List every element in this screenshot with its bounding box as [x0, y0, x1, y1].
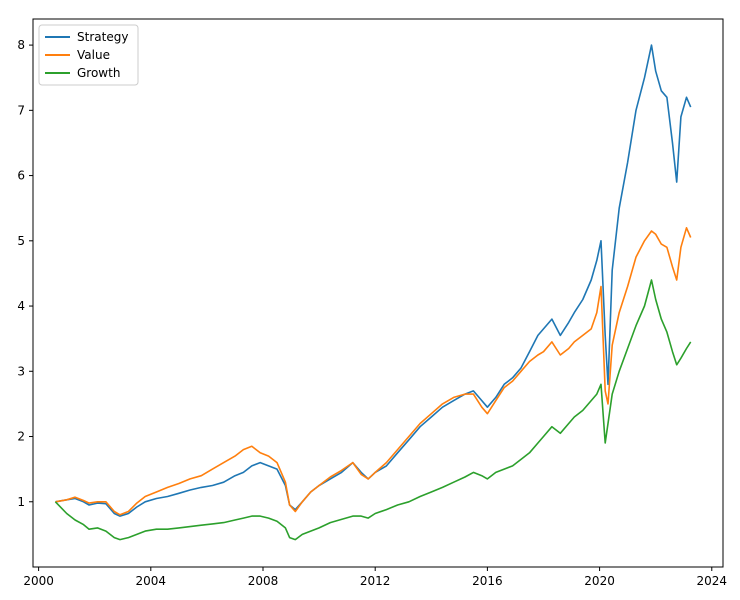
- legend-box: [38, 24, 139, 86]
- legend-entry-growth: Growth: [45, 66, 120, 80]
- series-line-strategy: [55, 44, 692, 517]
- x-tick-label: 2008: [248, 574, 279, 588]
- legend-label-growth: Growth: [77, 66, 120, 80]
- x-tick-label: 2000: [23, 574, 54, 588]
- y-tick-label: 1: [17, 495, 25, 509]
- y-tick-label: 8: [17, 38, 25, 52]
- y-axis: 1 2 3 4 5 6 7 8: [17, 38, 33, 509]
- x-tick-label: 2016: [472, 574, 503, 588]
- y-tick-label: 7: [17, 103, 25, 117]
- y-tick-label: 6: [17, 169, 25, 183]
- legend: Strategy Value Growth: [38, 24, 139, 86]
- legend-entry-value: Value: [45, 48, 110, 62]
- series-layer: [54, 44, 692, 541]
- legend-label-strategy: Strategy: [77, 30, 128, 44]
- y-tick-label: 2: [17, 430, 25, 444]
- series-line-growth: [54, 279, 692, 541]
- x-tick-label: 2024: [697, 574, 728, 588]
- series-line-value: [55, 227, 692, 516]
- legend-label-value: Value: [77, 48, 110, 62]
- x-tick-label: 2020: [584, 574, 615, 588]
- y-tick-label: 3: [17, 364, 25, 378]
- y-tick-label: 4: [17, 299, 25, 313]
- legend-entry-strategy: Strategy: [45, 30, 128, 44]
- x-tick-label: 2012: [360, 574, 391, 588]
- y-tick-label: 5: [17, 234, 25, 248]
- x-tick-label: 2004: [136, 574, 167, 588]
- plot-area-frame: [32, 18, 724, 568]
- x-axis: 2000 2004 2008 2012 2016 2020 2024: [23, 567, 727, 588]
